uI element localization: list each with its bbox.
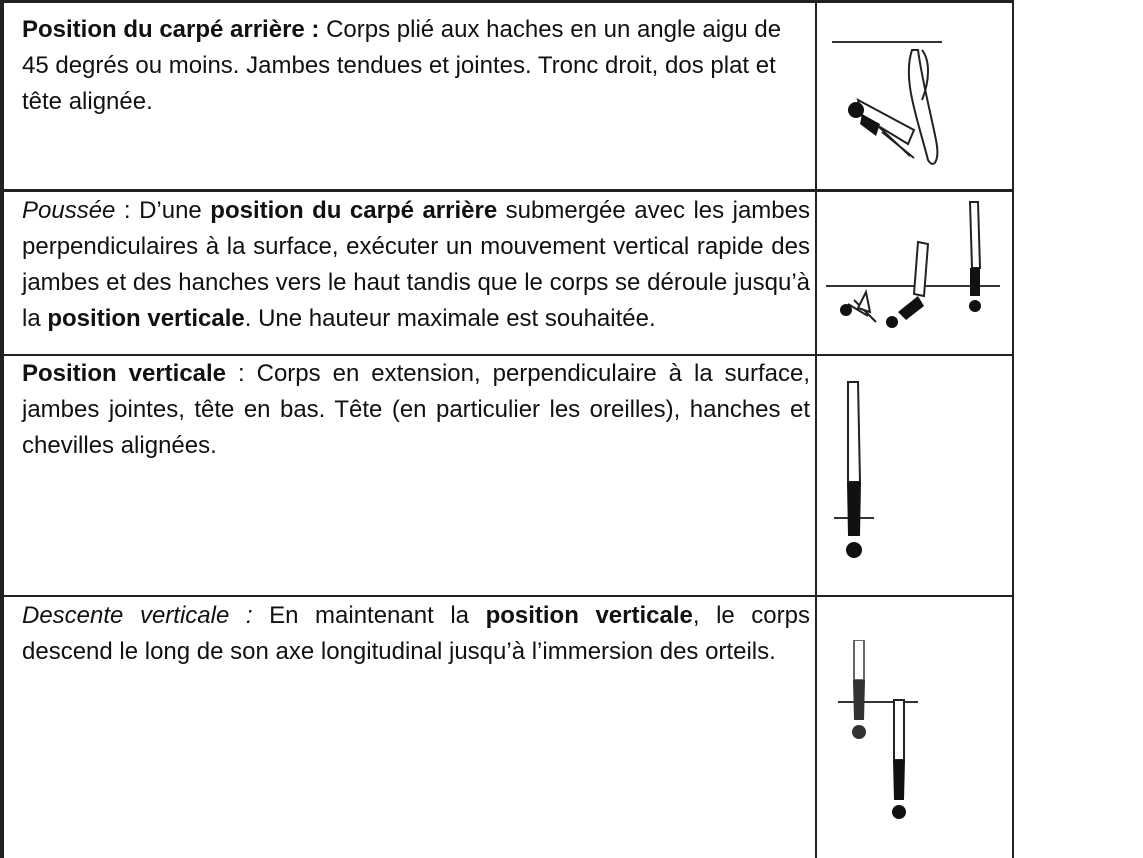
cell-text: Descente verticale : En maintenant la po… <box>22 598 810 670</box>
text: . Une hauteur maximale est souhaitée. <box>244 305 656 332</box>
cell-text: Position verticale : Corps en extension,… <box>22 356 810 464</box>
illustration <box>838 640 918 819</box>
cell-text: Position du carpé arrière : Corps plié a… <box>22 12 810 120</box>
text: : Corps en extension, perpendiculaire à … <box>22 360 810 459</box>
figure-pike <box>818 20 1012 180</box>
figure-vertical <box>818 372 1012 582</box>
figure-thrust <box>818 196 1012 346</box>
bold-text: Position du carpé arrière : <box>22 16 320 43</box>
bold-text: position verticale <box>485 602 693 629</box>
text: : D’une <box>115 197 211 224</box>
row-border <box>0 189 1014 192</box>
text: En maintenant la <box>252 602 486 629</box>
text: submergée avec les jambes perpendiculair… <box>22 197 810 332</box>
text: , le corps descend le long de son axe lo… <box>22 602 810 665</box>
left-border <box>0 0 4 858</box>
row-border <box>0 595 1014 597</box>
text: Corps plié aux haches en un angle aigu d… <box>22 16 782 115</box>
top-border <box>0 0 1014 3</box>
bold-text: position du carpé arrière <box>210 197 498 224</box>
italic-text: Poussée <box>22 197 116 224</box>
illustration <box>826 201 1000 328</box>
cell-text: Poussée : D’une position du carpé arrièr… <box>22 193 810 337</box>
column-divider <box>815 0 817 858</box>
right-border <box>1012 0 1014 858</box>
bold-text: Position verticale <box>22 360 227 387</box>
illustration <box>832 41 942 165</box>
figure-descent <box>818 640 1012 840</box>
illustration <box>834 381 874 558</box>
italic-text: Descente verticale : <box>22 602 253 629</box>
row-border <box>0 354 1014 356</box>
bold-text: position verticale <box>47 305 245 332</box>
